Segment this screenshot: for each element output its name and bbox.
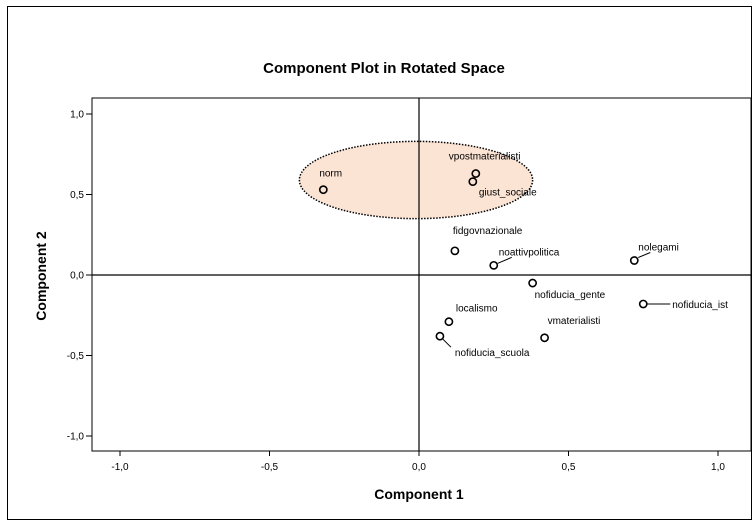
x-tick-label: 1,0: [711, 462, 725, 473]
data-point: [471, 169, 481, 178]
point-leader-line: [638, 252, 651, 258]
y-tick-label: -0,5: [67, 351, 85, 362]
point-label: vpostmaterialisti: [449, 152, 521, 163]
x-tick-label: -1,0: [111, 462, 129, 473]
point-label: noattivpolitica: [499, 247, 560, 258]
point-label: nolegami: [638, 243, 679, 254]
data-point: [468, 177, 478, 187]
data-point: [444, 317, 454, 327]
data-point: [629, 256, 639, 265]
data-point: [489, 260, 499, 270]
point-label: nofiducia_ist: [672, 300, 728, 311]
x-tick-label: 0,5: [562, 462, 576, 473]
point-label: norm: [319, 169, 342, 180]
highlight-ellipse: [298, 140, 534, 220]
y-tick-label: 1,0: [70, 110, 84, 121]
point-leader-line: [442, 338, 452, 348]
chart-frame: Component Plot in Rotated Space Componen…: [7, 6, 752, 520]
point-label: localismo: [456, 304, 498, 315]
y-tick-label: 0,0: [70, 271, 84, 282]
point-label: fidgovnazionale: [453, 226, 523, 237]
plot-area: -1,0 -0,5 0,0 0,5 1,0 1,0 0,5 0,0 -0,5 -1,0 norm vp…: [67, 97, 752, 473]
point-label: vmaterialisti: [548, 316, 601, 327]
data-point: [318, 185, 328, 195]
data-point: [528, 278, 538, 288]
y-axis-title: Component 2: [33, 231, 49, 321]
data-point: [450, 246, 460, 256]
x-tick-label: -0,5: [261, 462, 279, 473]
component-plot: Component Plot in Rotated Space Componen…: [33, 60, 752, 502]
data-point: [638, 299, 648, 309]
data-point: [435, 331, 445, 341]
y-tick-label: -1,0: [67, 432, 85, 443]
chart-title: Component Plot in Rotated Space: [263, 60, 505, 77]
y-tick-label: 0,5: [70, 190, 84, 201]
x-axis-title: Component 1: [374, 486, 464, 502]
point-leader-line: [497, 256, 512, 264]
x-tick-label: 0,0: [412, 462, 426, 473]
point-label: nofiducia_gente: [535, 290, 606, 301]
data-point: [540, 333, 549, 343]
point-label: giust_sociale: [479, 188, 537, 199]
point-label: nofiducia_scuola: [455, 348, 530, 359]
